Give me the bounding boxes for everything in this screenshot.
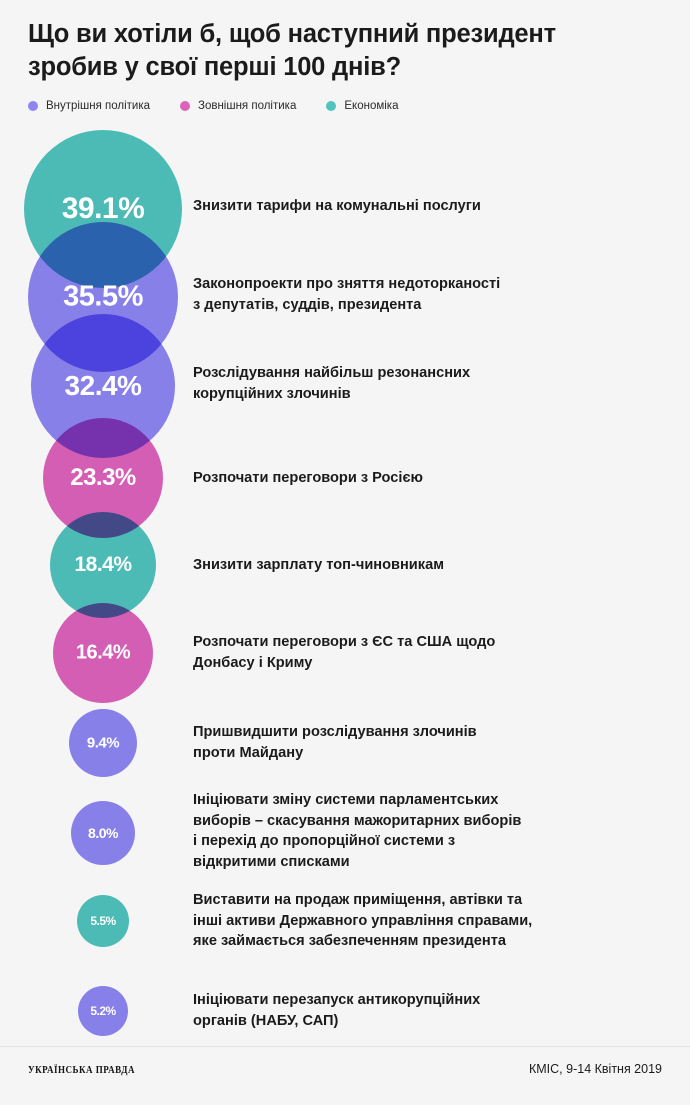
bubble-23.3 <box>43 418 163 538</box>
description-line: Розслідування найбільш резонансних <box>193 365 471 381</box>
bubble-value-label: 39.1% <box>61 192 145 225</box>
description-line: виборів – скасування мажоритарних виборі… <box>193 812 522 829</box>
legend-dot-icon <box>180 101 190 111</box>
description-line: яке займається забезпеченням президента <box>193 933 506 950</box>
description-line: Виставити на продаж приміщення, автівки … <box>193 892 523 908</box>
bubble-value-label: 8.0% <box>88 825 118 841</box>
bubble-description: Знизити тарифи на комунальні послуги <box>193 196 613 217</box>
description-line: корупційних злочинів <box>193 385 351 402</box>
description-line: Розпочати переговори з Росією <box>193 470 423 486</box>
description-line: Знизити зарплату топ-чиновникам <box>193 557 444 573</box>
bubble-value-label: 23.3% <box>70 464 136 491</box>
description-line: і перехід до пропорційної системи з <box>193 833 456 850</box>
bubble-description: Розслідування найбільш резонансних корупц… <box>193 363 613 404</box>
brand-logo: УКРАЇНСЬКА ПРАВДА <box>28 1064 135 1076</box>
bubble-group <box>24 130 182 1036</box>
legend-item-label: Економіка <box>344 100 399 112</box>
source-credit: КМІС, 9-14 Квітня 2019 <box>528 1062 662 1076</box>
bubble-value-label: 35.5% <box>63 280 143 313</box>
bubble-description: Ініціювати перезапуск антикорупційних орг… <box>193 990 613 1031</box>
bubble-18.4 <box>50 512 156 618</box>
legend: Внутрішня політика Зовнішня політика Еконо… <box>28 100 429 112</box>
bubble-value-label: 16.4% <box>75 641 131 664</box>
bubble-value-label: 5.5% <box>90 914 116 928</box>
legend-item-foreign: Зовнішня політика <box>180 100 296 112</box>
bubble-8.0 <box>71 801 135 865</box>
bubble-32.4 <box>31 314 175 458</box>
description-line: Законопроекти про зняття недоторканості <box>193 276 501 292</box>
bubble-description: Розпочати переговори з Росією <box>193 468 613 489</box>
bubble-description: Розпочати переговори з ЄС та США щодо Дон… <box>193 632 613 673</box>
bubble-description: Пришвидшити розслідування злочинів проти … <box>193 722 613 763</box>
bubble-16.4 <box>53 603 153 703</box>
description-line: органів (НАБУ, САП) <box>193 1012 339 1029</box>
legend-item-label: Зовнішня політика <box>198 100 297 112</box>
description-line: відкритими списками <box>193 854 350 871</box>
legend-item-label: Внутрішня політика <box>46 100 150 112</box>
description-line: Донбасу і Криму <box>193 654 313 671</box>
bubble-value-label: 32.4% <box>64 370 142 401</box>
description-line: Знизити тарифи на комунальні послуги <box>193 198 481 214</box>
description-line: з депутатів, суддів, президента <box>193 296 422 313</box>
bubble-value-label: 18.4% <box>74 553 132 576</box>
description-line: Ініціювати зміну системи парламентських <box>193 792 499 808</box>
footer-divider <box>0 1046 690 1047</box>
description-line: Ініціювати перезапуск антикорупційних <box>193 992 481 1008</box>
bubble-description: Знизити зарплату топ-чиновникам <box>193 555 613 576</box>
bubble-5.2 <box>78 986 128 1036</box>
description-line: проти Майдану <box>193 744 304 761</box>
header: Що ви хотіли б, щоб наступний президент … <box>28 18 668 83</box>
bubble-5.5 <box>77 895 129 947</box>
bubble-value-label: 5.2% <box>90 1004 116 1018</box>
bubble-description: Ініціювати зміну системи парламентських в… <box>193 790 613 873</box>
legend-item-domestic: Внутрішня політика <box>28 100 150 112</box>
bubble-value-label: 9.4% <box>86 734 120 752</box>
description-line: інші активи Державного управління справа… <box>193 912 533 929</box>
legend-dot-icon <box>28 101 38 111</box>
legend-item-economy: Економіка <box>326 100 399 112</box>
legend-dot-icon <box>326 101 337 111</box>
description-line: Розпочати переговори з ЄС та США щодо <box>193 634 496 650</box>
bubble-description: Виставити на продаж приміщення, автівки … <box>193 890 613 952</box>
bubble-9.4 <box>69 709 137 777</box>
bubble-description: Законопроекти про зняття недоторканості з… <box>193 274 613 315</box>
page-title: Що ви хотіли б, щоб наступний президент … <box>28 20 556 81</box>
description-line: Пришвидшити розслідування злочинів <box>193 724 477 740</box>
